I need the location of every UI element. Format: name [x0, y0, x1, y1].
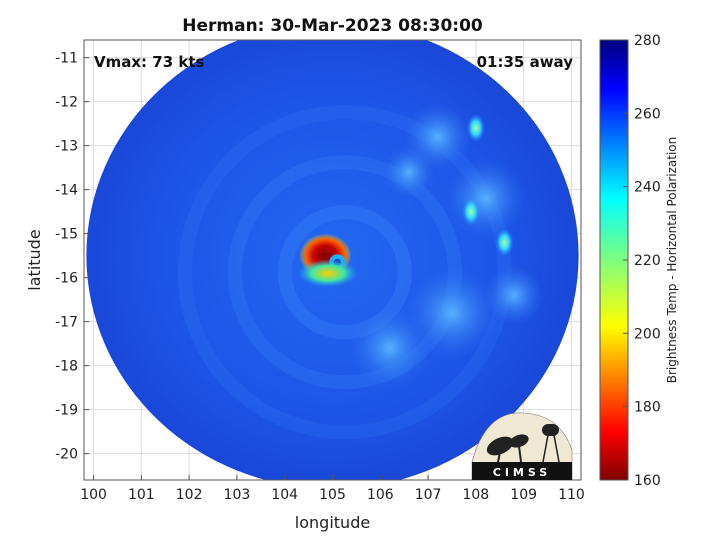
- time-away-annotation: 01:35 away: [477, 53, 574, 71]
- y-tick-label: -16: [55, 271, 78, 287]
- y-tick-label: -17: [55, 315, 78, 331]
- x-tick-label: 109: [510, 487, 537, 503]
- convective-cell: [462, 197, 481, 226]
- convective-patch: [484, 265, 545, 326]
- y-tick-label: -14: [55, 183, 78, 199]
- y-tick-label: -20: [55, 447, 78, 463]
- chart-title: Herman: 30-Mar-2023 08:30:00: [182, 16, 483, 36]
- colorbar-tick-label: 200: [634, 326, 661, 342]
- inner-band: [297, 259, 358, 288]
- x-tick-label: 103: [224, 487, 251, 503]
- x-tick-label: 104: [271, 487, 298, 503]
- colorbar-ticks: 280 260 240 220 200 180 160: [623, 33, 661, 489]
- colorbar-label: Brightness Temp - Horizontal Polarizatio…: [665, 137, 679, 384]
- y-tick-label: -19: [55, 403, 78, 419]
- vmax-annotation: Vmax: 73 kts: [94, 53, 204, 71]
- x-tick-label: 100: [80, 487, 107, 503]
- convective-patch: [405, 266, 498, 359]
- colorbar-tick-label: 220: [634, 253, 661, 269]
- storm-features: [177, 102, 545, 440]
- x-tick-label: 101: [128, 487, 155, 503]
- colorbar-tick-label: 160: [634, 473, 661, 489]
- y-tick-label: -18: [55, 359, 78, 375]
- colorbar-tick-label: 240: [634, 180, 661, 196]
- convective-patch: [445, 158, 526, 239]
- convective-cell: [495, 228, 514, 257]
- y-tick-label: -12: [55, 95, 78, 111]
- y-axis-label: latitude: [25, 229, 44, 290]
- convective-patch: [349, 308, 430, 388]
- x-tick-label: 107: [415, 487, 442, 503]
- colorbar-tick-label: 280: [634, 33, 661, 49]
- y-tick-label: -15: [55, 227, 78, 243]
- rain-band: [277, 205, 412, 340]
- x-tick-label: 110: [558, 487, 585, 503]
- logo-text: CIMSS: [493, 466, 551, 479]
- convective-patch: [382, 146, 435, 198]
- cimss-logo: CIMSS: [471, 412, 573, 481]
- x-tick-label: 106: [367, 487, 394, 503]
- swath-area: [86, 40, 579, 480]
- y-axis-ticks: -11 -12 -13 -14 -15 -16 -17 -18 -19 -20: [55, 51, 89, 463]
- x-tick-label: 102: [176, 487, 203, 503]
- x-tick-label: 105: [319, 487, 346, 503]
- x-axis-ticks: 100 101 102 103 104 105 106 107 108 109 110: [80, 475, 585, 503]
- x-tick-label: 108: [462, 487, 489, 503]
- y-tick-label: -13: [55, 139, 78, 155]
- colorbar-tick-label: 180: [634, 400, 661, 416]
- colorbar-tick-label: 260: [634, 106, 661, 122]
- y-tick-label: -11: [55, 51, 78, 67]
- convective-cell: [466, 114, 485, 142]
- x-axis-label: longitude: [295, 513, 370, 532]
